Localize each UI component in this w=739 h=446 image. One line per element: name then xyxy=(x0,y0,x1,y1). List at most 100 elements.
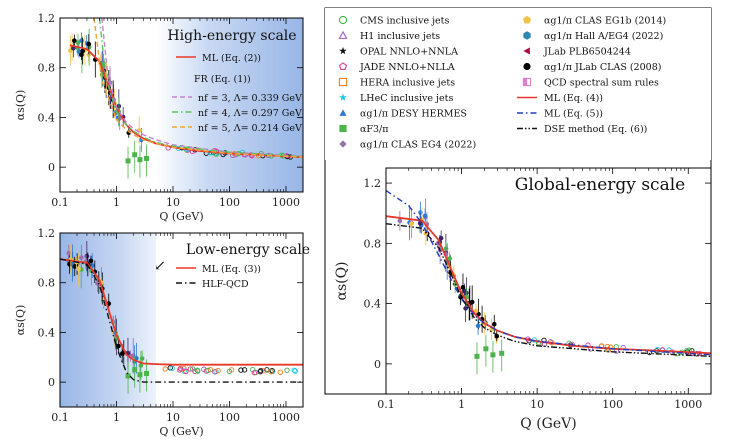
data-point-f3 xyxy=(474,353,480,359)
series-line-nf-3 xyxy=(101,17,304,157)
x-axis-label: Q (GeV) xyxy=(159,425,203,438)
data-point-open xyxy=(183,368,189,374)
data-point-open xyxy=(284,367,290,373)
chart-title: High-energy scale xyxy=(167,28,296,44)
series-line-nf-4 xyxy=(98,17,304,158)
x-tick-label: 10 xyxy=(166,411,180,424)
legend-marker xyxy=(339,47,347,55)
legend-label: H1 inclusive jets xyxy=(360,31,440,42)
data-point-open xyxy=(655,346,661,353)
data-point xyxy=(473,308,479,314)
data-point xyxy=(79,255,84,260)
data-point xyxy=(447,256,453,261)
data-point xyxy=(84,253,90,259)
legend-label: QCD spectral sum rules xyxy=(544,78,659,89)
y-tick-label: 0 xyxy=(48,376,55,389)
data-point-open xyxy=(169,365,175,372)
data-point-open xyxy=(194,367,201,373)
x-tick-label: 100 xyxy=(219,196,240,209)
legend-marker xyxy=(523,62,531,71)
y-tick-label: 1.2 xyxy=(364,177,382,190)
series-line-ml-eq-3- xyxy=(59,258,303,366)
data-point xyxy=(95,281,100,286)
legend-label: αF3/π xyxy=(360,124,389,135)
legend-label: HLF-QCD xyxy=(202,279,249,290)
legend-label: FR (Eq. (1)) xyxy=(194,74,251,85)
y-tick-label: 0.4 xyxy=(38,326,56,339)
data-point xyxy=(460,285,466,290)
legend-marker xyxy=(523,31,531,40)
data-point-f3 xyxy=(144,155,150,161)
data-point-open xyxy=(291,367,297,373)
y-tick-label: 0.4 xyxy=(364,298,382,311)
data-point-open xyxy=(238,367,244,373)
series-line-dse-method-eq-6- xyxy=(385,223,712,357)
y-axis-label: αs(Q) xyxy=(14,305,27,336)
legend-marker xyxy=(338,15,348,25)
data-point xyxy=(491,321,497,327)
legend-label: ML (Eq. (2)) xyxy=(202,53,261,64)
data-point xyxy=(66,250,72,256)
global-energy-chart: 0.1 1 10 100 1000 0 0.4 0.8 1.2 Q (GeV) αs(Q) Globa… xyxy=(334,167,712,432)
data-point-open xyxy=(261,368,267,374)
legend-label: αg1/π JLab CLAS (2008) xyxy=(544,62,661,73)
legend-marker xyxy=(339,109,347,116)
data-point-open xyxy=(535,340,542,346)
data-point-open xyxy=(226,368,233,375)
data-point xyxy=(475,323,481,329)
legend-label: JLab PLB6504244 xyxy=(543,47,631,58)
data-point-f3 xyxy=(132,152,138,158)
legend-label: DSE method (Eq. (6)) xyxy=(544,124,647,135)
chart-title: Low-energy scale xyxy=(186,242,310,258)
y-axis-label: αs(Q) xyxy=(334,261,350,300)
y-tick-label: 0.8 xyxy=(38,277,56,290)
y-tick-label: 0 xyxy=(374,358,381,371)
y-tick-label: 0 xyxy=(48,161,55,174)
y-axis-label: αs(Q) xyxy=(14,90,27,121)
data-point-open xyxy=(187,366,193,372)
plot-frame xyxy=(385,167,712,395)
x-tick-label: 0.1 xyxy=(377,398,395,411)
data-point-f3 xyxy=(125,373,131,379)
x-tick-label: 1 xyxy=(113,411,120,424)
series-line-ml-eq-5- xyxy=(385,190,712,356)
data-point xyxy=(409,221,414,227)
data-point xyxy=(72,38,77,43)
x-tick-label: 100 xyxy=(219,411,240,424)
legend-marker xyxy=(339,93,347,101)
y-tick-label: 1.2 xyxy=(38,227,56,240)
legend-label: ML (Eq. (4)) xyxy=(544,93,603,104)
x-tick-label: 1000 xyxy=(272,411,300,424)
x-tick-label: 1000 xyxy=(674,398,702,411)
data-point-open xyxy=(292,368,298,374)
data-point-f3 xyxy=(137,372,143,378)
data-point xyxy=(116,343,121,349)
x-tick-label: 0.1 xyxy=(51,196,69,209)
series-line-ml-eq-4- xyxy=(385,215,712,355)
high-energy-chart: 0.1 1 10 100 1000 0 0.4 0.8 1.2 Q (GeV) αs(Q) High-… xyxy=(14,12,304,223)
legend-label: nf = 4, Λ= 0.297 GeV xyxy=(198,108,302,119)
data-point-f3 xyxy=(490,352,496,358)
legend-area xyxy=(325,8,711,160)
legend-label: JADE NNLO+NLLA xyxy=(359,62,455,73)
data-point-open xyxy=(177,365,184,372)
x-axis-label: Q (GeV) xyxy=(159,210,203,223)
legend-marker xyxy=(523,78,527,86)
legend-label: nf = 3, Λ= 0.339 GeV xyxy=(198,93,302,104)
legend-label: αg1/π CLAS EG1b (2014) xyxy=(544,16,666,27)
data-point xyxy=(75,40,81,46)
data-point-open xyxy=(268,369,274,375)
x-tick-label: 1 xyxy=(458,398,465,411)
data-point xyxy=(88,258,94,264)
data-point xyxy=(422,213,428,219)
legend-marker xyxy=(522,15,532,24)
y-tick-label: 1.2 xyxy=(38,12,56,25)
data-point-open xyxy=(269,368,275,374)
x-tick-label: 0.1 xyxy=(51,411,69,424)
data-point-f3 xyxy=(499,350,505,356)
data-point-f3 xyxy=(132,367,138,373)
data-point-open xyxy=(258,367,264,374)
data-point-open xyxy=(212,369,218,375)
legend-label: ML (Eq. (3)) xyxy=(202,264,261,275)
